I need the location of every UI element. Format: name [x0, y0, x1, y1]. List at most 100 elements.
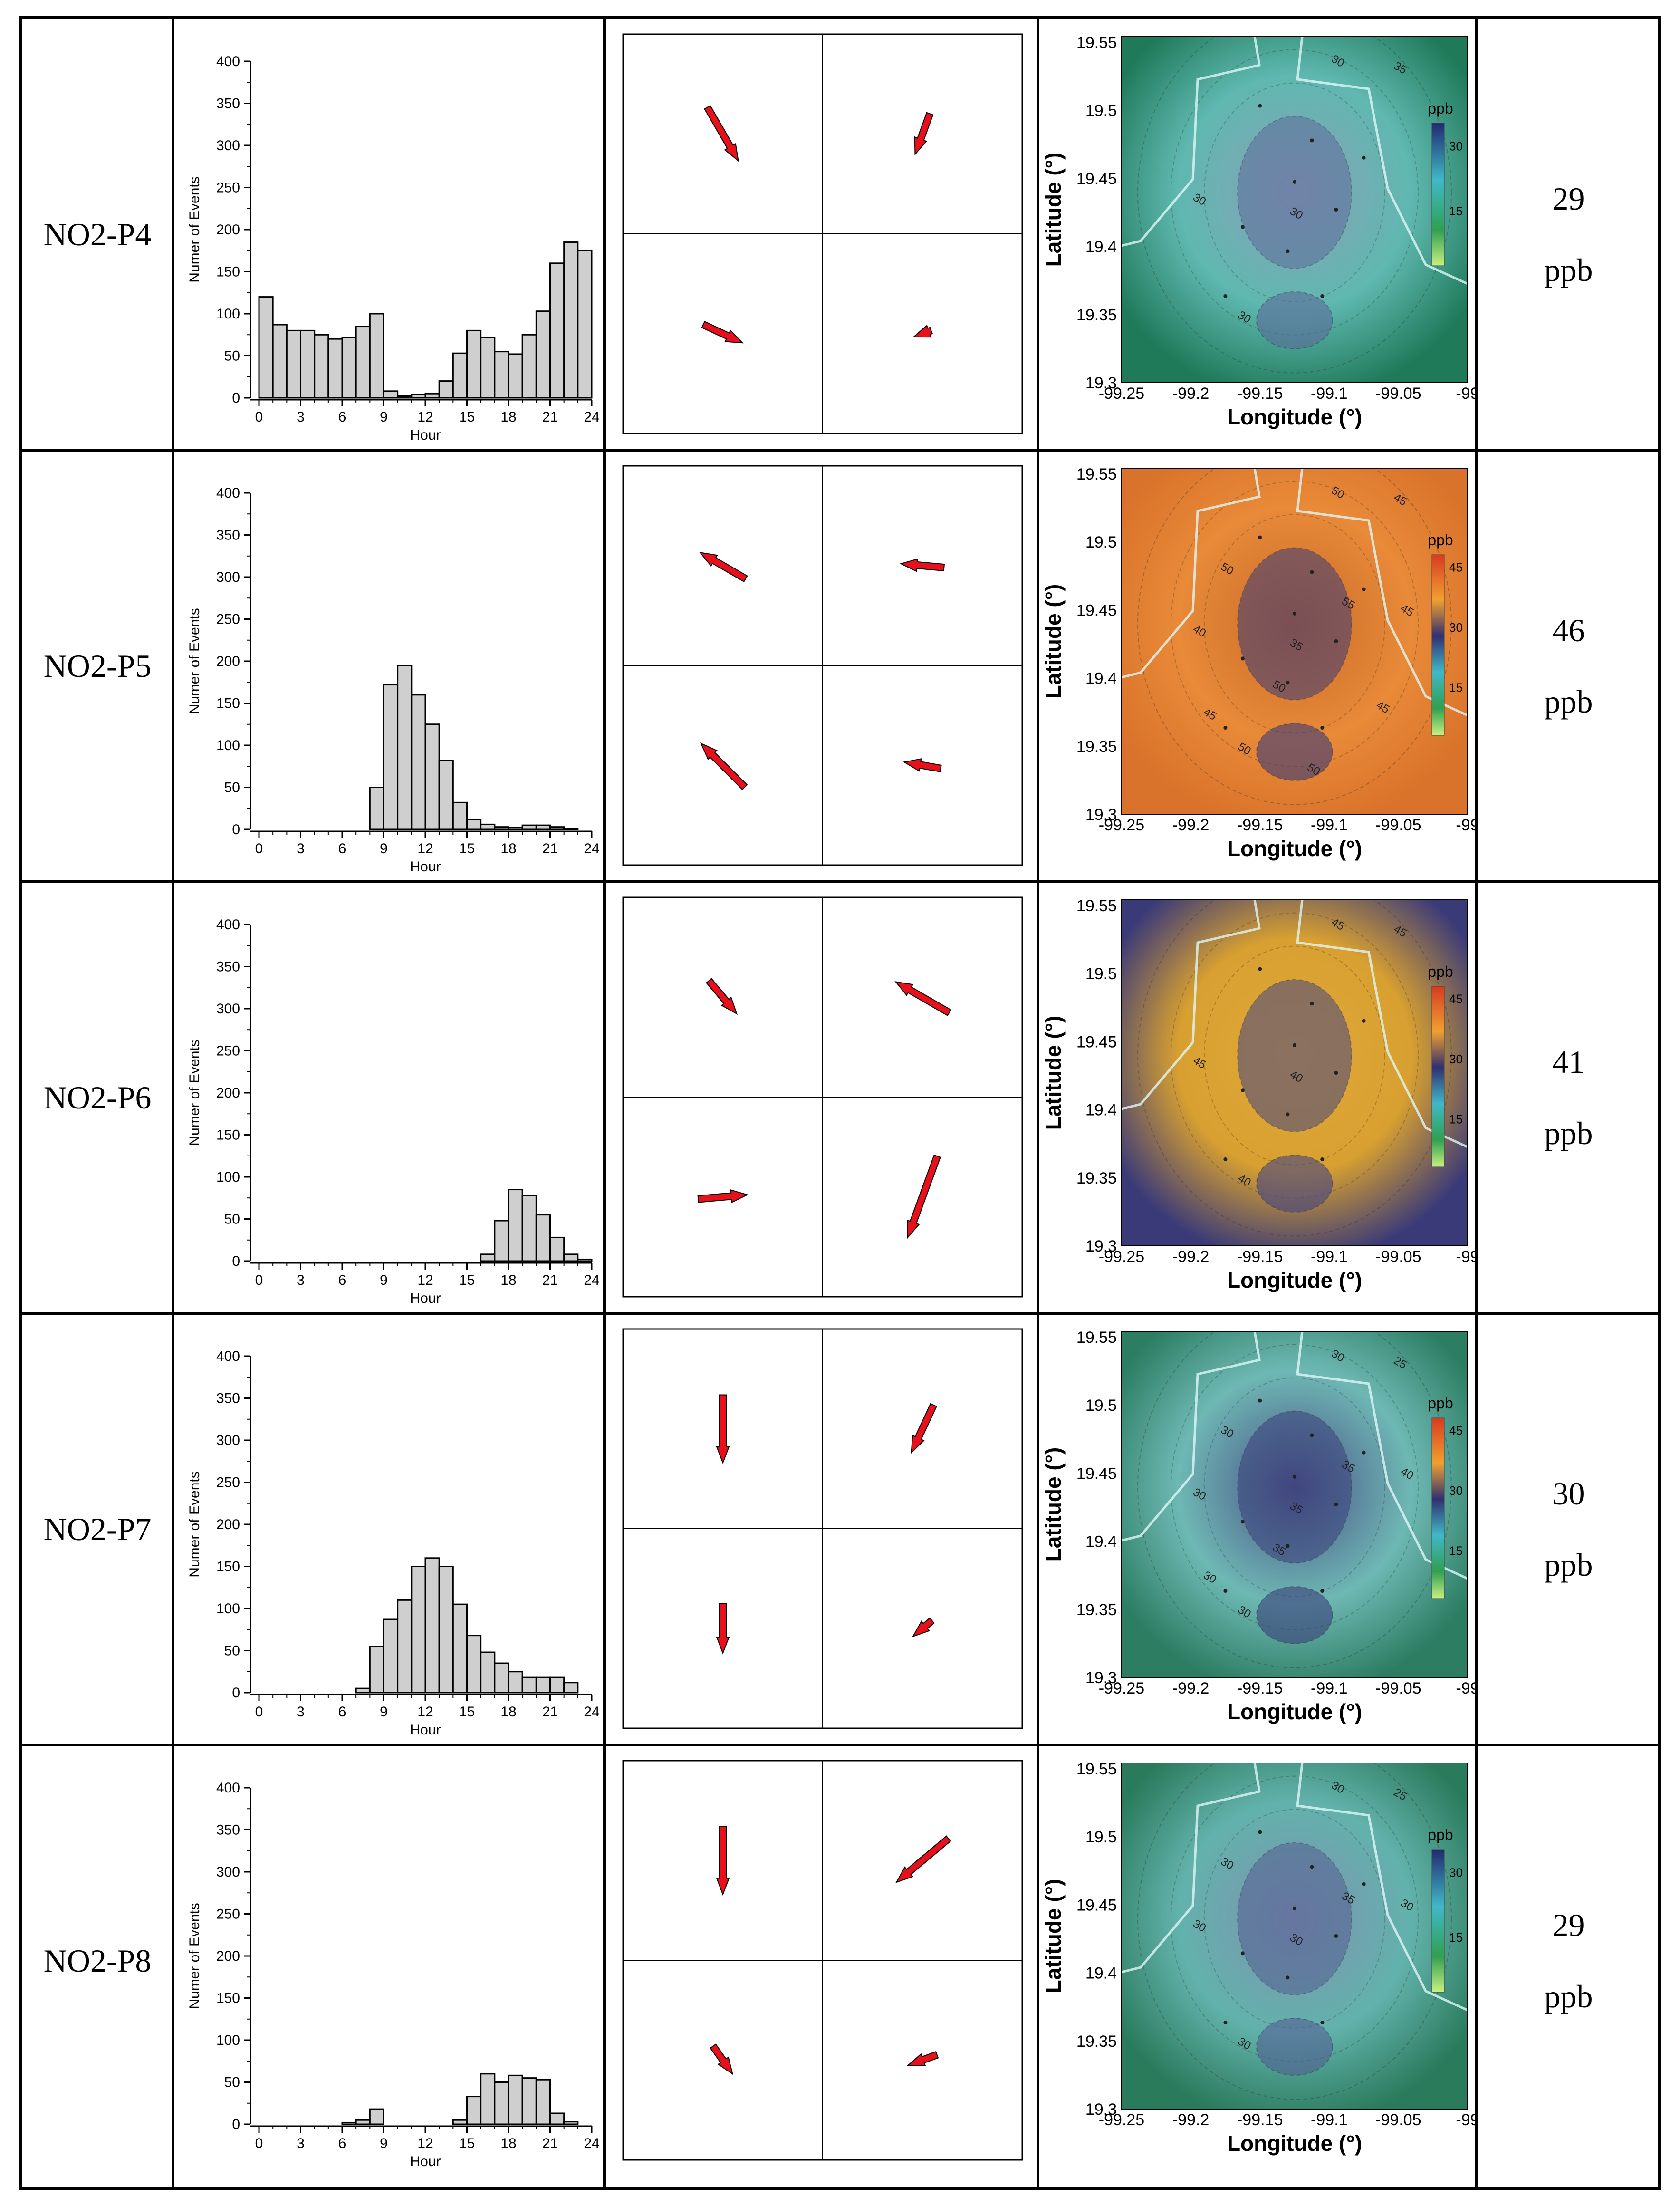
y-tick-label: 400 — [216, 485, 240, 501]
y-tick-label: 150 — [216, 1559, 240, 1575]
y-tick-label: 300 — [216, 1001, 240, 1017]
concentration-map: 45 4545404019.5519.519.4519.419.3519.3-99… — [1041, 897, 1479, 1292]
y-tick-label: 400 — [216, 1780, 240, 1796]
wind-arrow — [914, 112, 934, 156]
wind-arrow — [894, 981, 952, 1016]
histogram-bar — [494, 1662, 509, 1694]
histogram-bar — [494, 1220, 509, 1262]
y-tick-label: 100 — [216, 1601, 240, 1617]
y-tick-label: 200 — [216, 1517, 240, 1532]
map-frame — [1121, 468, 1468, 815]
lat-tick-label: 19.55 — [1076, 1760, 1117, 1778]
x-tick-label: 15 — [459, 1272, 475, 1288]
histogram-bar — [521, 1195, 537, 1262]
lon-axis-label: Longitude (°) — [1227, 1268, 1362, 1292]
histogram-bar — [563, 2121, 579, 2125]
mean-unit: ppb — [1544, 1115, 1593, 1151]
station-dot — [1223, 1589, 1228, 1593]
contour-line — [1237, 116, 1352, 269]
x-tick-label: 0 — [255, 2136, 263, 2151]
x-tick-label: 12 — [417, 2136, 433, 2151]
y-axis-label: Numer of Events — [187, 1903, 202, 2009]
lat-tick-label: 19.4 — [1085, 1101, 1117, 1119]
histogram-bar — [397, 1599, 413, 1694]
legend-title: ppb — [1428, 1395, 1453, 1412]
wind-quadrant-panel — [622, 33, 1023, 434]
contour-line — [1237, 979, 1352, 1132]
legend-tick-label: 30 — [1449, 620, 1463, 635]
histogram-bar — [438, 1566, 454, 1694]
lon-tick-label: -99.15 — [1237, 2111, 1283, 2129]
mean-value: 30 — [1552, 1475, 1585, 1512]
lon-tick-label: -99.25 — [1099, 816, 1144, 834]
histogram-bar — [438, 380, 454, 399]
station-dot — [1286, 1975, 1290, 1980]
y-tick-label: 150 — [216, 1127, 240, 1143]
y-tick-label: 50 — [224, 1643, 240, 1659]
histogram-bar — [438, 760, 454, 830]
x-tick-label: 12 — [417, 1704, 433, 1720]
x-tick-label: 18 — [500, 409, 516, 425]
x-axis-label: Hour — [410, 1291, 441, 1306]
station-dot — [1293, 1043, 1296, 1047]
lat-tick-label: 19.5 — [1085, 1828, 1117, 1846]
lon-tick-label: -99.05 — [1375, 816, 1421, 834]
histogram-bar — [480, 823, 496, 830]
x-tick-label: 24 — [584, 409, 599, 425]
histogram-bar — [397, 395, 413, 399]
map-surface — [1122, 900, 1468, 1246]
x-tick-label: 6 — [338, 841, 346, 857]
lat-tick-label: 19.4 — [1085, 670, 1117, 688]
histogram-bar — [535, 1214, 551, 1262]
lat-axis-label: Latitude (°) — [1041, 153, 1066, 267]
contour-line — [1237, 1842, 1352, 1995]
lon-tick-label: -99.1 — [1311, 385, 1348, 403]
row-label: NO2-P5 — [43, 647, 152, 684]
map-surface — [1122, 1763, 1468, 2109]
x-tick-label: 3 — [297, 409, 305, 425]
lat-axis-label: Latitude (°) — [1041, 1879, 1066, 1994]
row-divider — [22, 1744, 1658, 1746]
histogram-bar — [563, 828, 579, 830]
contour-line — [1204, 82, 1385, 302]
lon-tick-label: -99.15 — [1237, 1248, 1283, 1266]
column-divider — [1475, 19, 1478, 2187]
boundary-line — [1122, 37, 1261, 247]
row-divider — [22, 1312, 1658, 1315]
mean-unit: ppb — [1544, 252, 1593, 288]
lon-tick-label: -99.05 — [1375, 385, 1421, 403]
figure-table: NO2-P4 29 ppb 0 50 100 150 200 250 300 350 400 0 3 6 9 1… — [19, 16, 1661, 2190]
contour-line — [1137, 37, 1452, 374]
contour-line — [1256, 2017, 1333, 2076]
wind-arrow — [907, 1154, 941, 1239]
y-tick-label: 0 — [232, 822, 240, 838]
histogram-chart: 0 50 100 150 200 250 300 350 400 0 3 6 9 12 15 18 21 24 Ho… — [187, 1780, 600, 2169]
x-tick-label: 21 — [542, 409, 558, 425]
y-tick-label: 400 — [216, 54, 240, 69]
y-tick-label: 300 — [216, 138, 240, 154]
station-dot — [1286, 1112, 1290, 1117]
y-tick-label: 300 — [216, 1433, 240, 1448]
mean-value: 41 — [1552, 1044, 1585, 1080]
histogram-bar — [341, 337, 357, 399]
boundary-line — [1122, 1331, 1261, 1542]
x-tick-label: 15 — [459, 409, 475, 425]
histogram-bar — [549, 1236, 565, 1262]
mean-value: 29 — [1552, 1907, 1585, 1943]
mean-concentration: 46 ppb — [1479, 450, 1658, 882]
mean-unit: ppb — [1544, 1547, 1593, 1583]
histogram-bar — [369, 787, 385, 830]
lat-tick-label: 19.35 — [1076, 1601, 1117, 1619]
histogram-bar — [452, 1603, 468, 1694]
color-legend: ppb 45 30 15 — [1428, 1395, 1463, 1599]
station-dot — [1293, 180, 1296, 184]
histogram-bar — [286, 329, 301, 399]
histogram-bar — [383, 684, 399, 830]
y-tick-label: 300 — [216, 569, 240, 585]
histogram-bar — [411, 1566, 426, 1694]
contour-line — [1204, 945, 1385, 1166]
lat-tick-label: 19.45 — [1076, 1464, 1117, 1483]
histogram-chart: 0 50 100 150 200 250 300 350 400 0 3 6 9 12 15 18 21 24 Ho… — [187, 1349, 600, 1738]
lat-tick-label: 19.3 — [1085, 1669, 1117, 1687]
